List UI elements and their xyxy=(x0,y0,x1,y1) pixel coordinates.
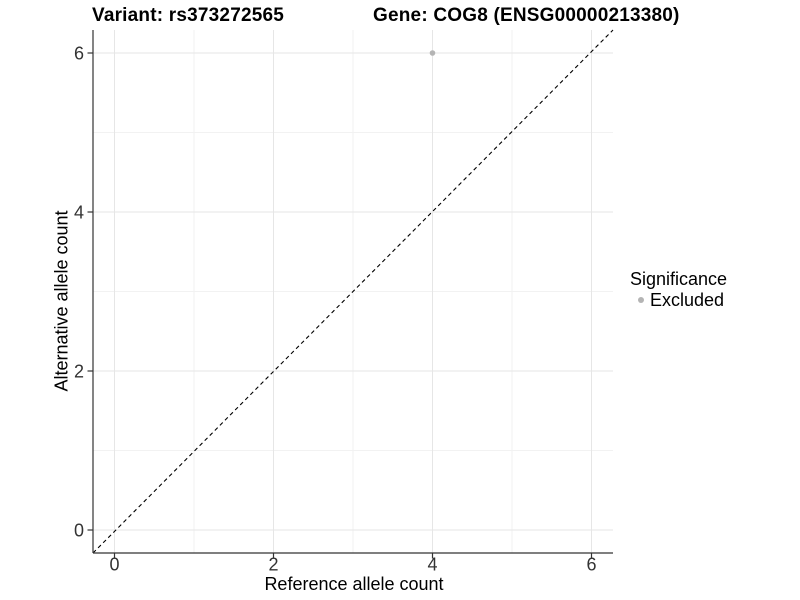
x-tick-label: 6 xyxy=(586,555,596,575)
y-tick-label: 4 xyxy=(74,203,84,223)
legend-item-label: Excluded xyxy=(650,290,725,310)
legend-title: Significance xyxy=(630,269,728,289)
x-axis-title: Reference allele count xyxy=(264,574,444,594)
x-tick-label: 2 xyxy=(268,555,278,575)
plot-title-gene: Gene: COG8 (ENSG00000213380) xyxy=(373,5,680,26)
plot-title-variant: Variant: rs373272565 xyxy=(92,5,285,26)
legend: Significance Excluded xyxy=(630,269,727,310)
y-tick-label: 0 xyxy=(74,521,84,541)
y-tick-label: 2 xyxy=(74,362,84,382)
x-tick-label: 4 xyxy=(427,555,437,575)
data-point xyxy=(429,50,436,56)
y-tick-label: 6 xyxy=(74,44,84,64)
legend-item-excluded: Excluded xyxy=(630,290,727,310)
legend-point-icon xyxy=(638,297,644,303)
identity-reference-line xyxy=(92,29,614,554)
y-axis-title: Alternative allele count xyxy=(51,210,72,392)
x-tick-label: 0 xyxy=(109,555,119,575)
